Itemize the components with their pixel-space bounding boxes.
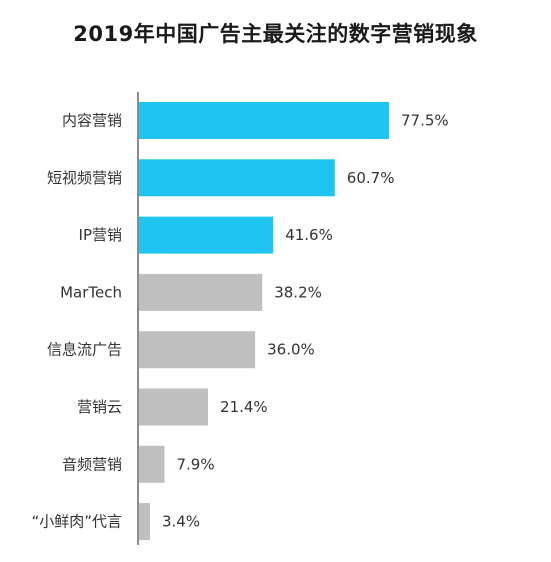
data-label: 77.5% bbox=[401, 112, 449, 130]
category-label: 营销云 bbox=[77, 398, 122, 416]
data-label: 3.4% bbox=[162, 513, 200, 531]
bar bbox=[139, 446, 164, 483]
data-label: 21.4% bbox=[220, 398, 268, 416]
bar bbox=[139, 159, 335, 196]
category-label: 短视频营销 bbox=[47, 169, 122, 187]
data-label: 7.9% bbox=[176, 455, 214, 473]
bar bbox=[139, 389, 208, 426]
data-label: 36.0% bbox=[267, 341, 315, 359]
bar bbox=[139, 217, 273, 254]
bar bbox=[139, 503, 150, 540]
category-label: 内容营销 bbox=[62, 112, 122, 130]
category-label: “小鲜肉”代言 bbox=[31, 513, 122, 531]
bar bbox=[139, 274, 262, 311]
data-label: 38.2% bbox=[274, 283, 322, 301]
bar bbox=[139, 102, 389, 139]
bar bbox=[139, 331, 255, 368]
category-label: IP营销 bbox=[79, 226, 122, 244]
data-label: 60.7% bbox=[347, 169, 395, 187]
category-label: 信息流广告 bbox=[47, 341, 122, 359]
data-label: 41.6% bbox=[285, 226, 333, 244]
category-label: 音频营销 bbox=[62, 455, 122, 473]
category-label: MarTech bbox=[60, 283, 122, 301]
